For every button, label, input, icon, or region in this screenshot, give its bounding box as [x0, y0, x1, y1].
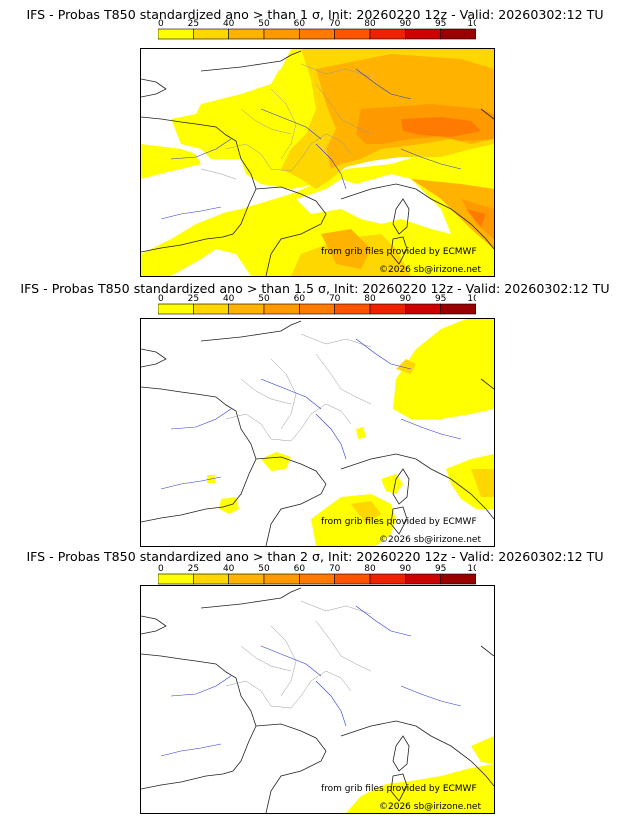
colorbar-tick-label: 95 — [435, 564, 446, 574]
colorbar-swatch — [263, 28, 300, 40]
colorbar-swatch — [405, 28, 441, 40]
colorbar-swatch — [299, 28, 335, 40]
colorbar-tick-label: 40 — [223, 564, 235, 574]
colorbar-swatch — [369, 573, 406, 585]
credit-copyright: ©2026 sb@irizone.net — [379, 535, 481, 545]
borders — [225, 333, 372, 442]
rivers — [160, 605, 462, 757]
colorbar-swatch — [158, 573, 194, 585]
credit-copyright: ©2026 sb@irizone.net — [379, 265, 481, 275]
colorbar-tick-label: 40 — [223, 19, 235, 29]
colorbar-swatch — [369, 303, 406, 315]
colorbar-swatch — [193, 573, 229, 585]
colorbar-swatch — [228, 303, 265, 315]
coastlines — [141, 50, 494, 276]
colorbar-swatch — [228, 573, 265, 585]
colorbar-swatch — [299, 573, 335, 585]
panel-title: IFS - Probas T850 standardized ano > tha… — [20, 281, 610, 296]
colorbar-tick-label: 90 — [400, 294, 412, 304]
probability-shading — [346, 736, 494, 813]
colorbar-tick-label: 40 — [223, 294, 235, 304]
colorbar-swatch — [334, 28, 371, 40]
colorbar-tick-label: 50 — [258, 294, 270, 304]
probability-map: from grib files provided by ECMWF ©2026 … — [140, 48, 495, 277]
credit-source: from grib files provided by ECMWF — [321, 517, 477, 527]
colorbar-swatch — [158, 303, 194, 315]
forecast-panel-3: IFS - Probas T850 standardized ano > tha… — [0, 545, 630, 815]
colorbar-swatch — [158, 28, 194, 40]
probability-shading — [141, 49, 494, 276]
colorbar-tick-label: 100 — [467, 564, 476, 574]
probability-colorbar: 10 25 40 50 60 70 80 90 95 100 — [158, 294, 476, 315]
probability-colorbar: 10 25 40 50 60 70 80 90 95 100 — [158, 19, 476, 40]
forecast-panel-1: IFS - Probas T850 standardized ano > tha… — [0, 0, 630, 277]
credit-source: from grib files provided by ECMWF — [321, 784, 477, 794]
colorbar-swatch — [405, 573, 441, 585]
credit-source: from grib files provided by ECMWF — [321, 247, 477, 257]
colorbar-tick-label: 50 — [258, 564, 270, 574]
colorbar-tick-label: 80 — [364, 564, 376, 574]
colorbar-tick-label: 95 — [435, 19, 446, 29]
probability-map: from grib files provided by ECMWF ©2026 … — [140, 318, 495, 547]
panel-title: IFS - Probas T850 standardized ano > tha… — [26, 549, 604, 564]
colorbar-tick-label: 70 — [329, 294, 341, 304]
coastlines — [141, 320, 494, 546]
colorbar-swatch — [263, 303, 300, 315]
colorbar-tick-label: 80 — [364, 294, 376, 304]
colorbar-swatch — [440, 573, 476, 585]
panel-title: IFS - Probas T850 standardized ano > tha… — [26, 7, 604, 22]
colorbar-tick-label: 10 — [158, 564, 164, 574]
forecast-panel-2: IFS - Probas T850 standardized ano > tha… — [0, 275, 630, 547]
colorbar-tick-label: 95 — [435, 294, 446, 304]
colorbar-swatch — [228, 28, 265, 40]
colorbar-swatch — [193, 303, 229, 315]
colorbar-tick-label: 60 — [294, 19, 306, 29]
probability-colorbar: 10 25 40 50 60 70 80 90 95 100 — [158, 564, 476, 585]
colorbar-tick-label: 100 — [467, 294, 476, 304]
colorbar-tick-label: 90 — [400, 19, 412, 29]
probability-shading — [207, 319, 494, 546]
colorbar-tick-label: 70 — [329, 19, 341, 29]
colorbar-tick-label: 60 — [294, 564, 306, 574]
rivers — [160, 68, 462, 220]
colorbar-swatch — [334, 573, 371, 585]
colorbar-tick-label: 50 — [258, 19, 270, 29]
colorbar-swatch — [369, 28, 406, 40]
colorbar-tick-label: 25 — [188, 294, 199, 304]
colorbar-swatch — [440, 303, 476, 315]
colorbar-tick-label: 70 — [329, 564, 341, 574]
borders — [200, 63, 372, 180]
borders — [225, 600, 372, 709]
colorbar-swatch — [263, 573, 300, 585]
colorbar-swatch — [334, 303, 371, 315]
colorbar-swatch — [299, 303, 335, 315]
colorbar-tick-label: 80 — [364, 19, 376, 29]
colorbar-tick-label: 25 — [188, 19, 199, 29]
colorbar-swatch — [440, 28, 476, 40]
colorbar-tick-label: 100 — [467, 19, 476, 29]
colorbar-tick-label: 10 — [158, 294, 164, 304]
colorbar-tick-label: 60 — [294, 294, 306, 304]
colorbar-tick-label: 90 — [400, 564, 412, 574]
colorbar-swatch — [405, 303, 441, 315]
colorbar-tick-label: 10 — [158, 19, 164, 29]
credit-copyright: ©2026 sb@irizone.net — [379, 802, 481, 812]
colorbar-tick-label: 25 — [188, 564, 199, 574]
coastlines — [141, 587, 494, 813]
rivers — [160, 338, 462, 490]
probability-map: from grib files provided by ECMWF ©2026 … — [140, 585, 495, 814]
colorbar-swatch — [193, 28, 229, 40]
